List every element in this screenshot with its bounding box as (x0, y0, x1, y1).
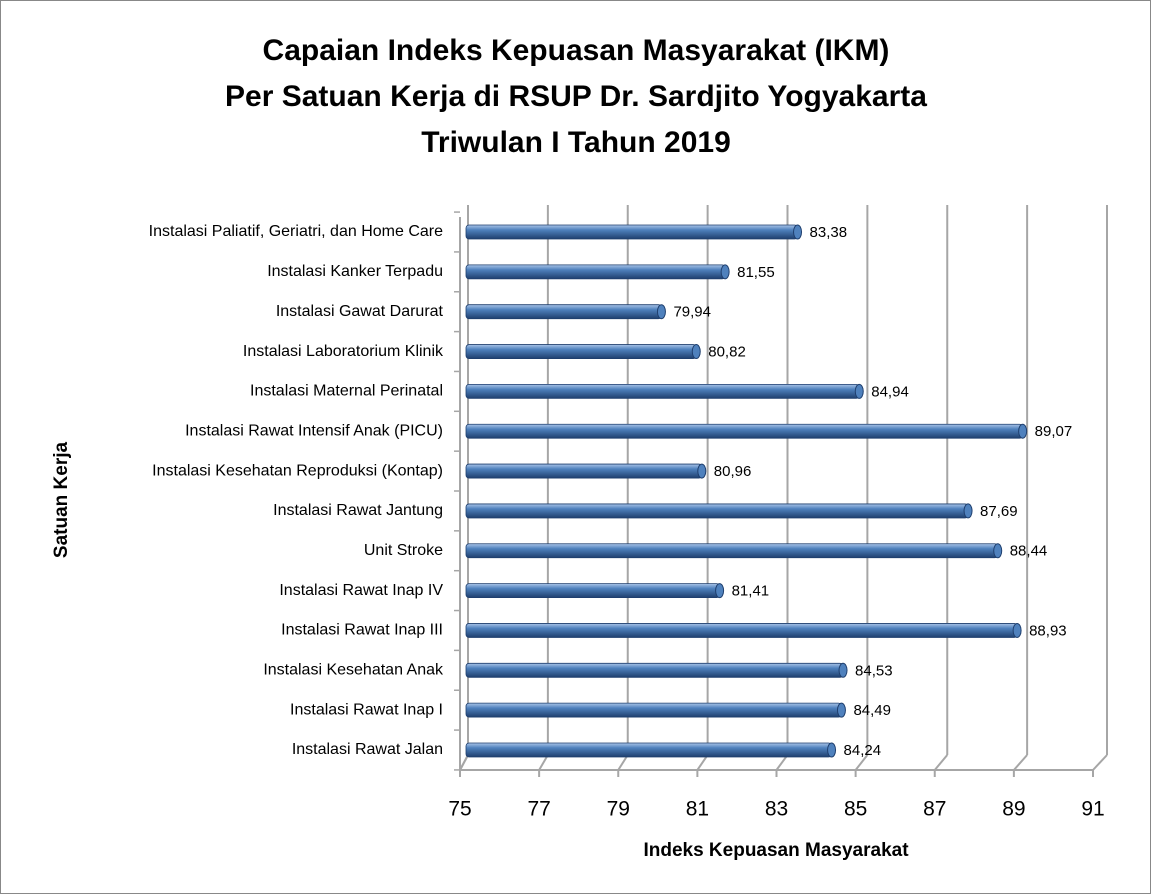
data-label: 88,93 (1029, 622, 1067, 639)
bar-cap (697, 463, 707, 479)
y-tick-label: Instalasi Maternal Perinatal (250, 383, 443, 400)
y-tick-label: Instalasi Rawat Inap I (290, 701, 443, 718)
bar-cap (854, 383, 864, 399)
bar-cap (691, 344, 701, 360)
grid-line (854, 754, 869, 771)
chart-title: Triwulan I Tahun 2019 (421, 126, 731, 159)
y-tick-label: Instalasi Kesehatan Anak (263, 662, 444, 679)
bar (465, 583, 720, 599)
bar (465, 543, 999, 559)
data-label: 84,53 (855, 662, 893, 679)
y-tick-label: Instalasi Rawat Jalan (292, 741, 443, 758)
bar-cap (720, 264, 730, 280)
grid-line (933, 754, 949, 771)
y-tick-label: Instalasi Laboratorium Klinik (243, 343, 444, 360)
bar-cap (793, 224, 803, 240)
y-tick-label: Instalasi Rawat Inap IV (279, 582, 443, 599)
bar-cap (993, 543, 1003, 559)
bar (465, 662, 844, 678)
y-tick-label: Instalasi Paliatif, Geriatri, dan Home C… (149, 223, 443, 240)
bar-cap (836, 702, 846, 718)
y-tick-label: Instalasi Gawat Darurat (276, 303, 444, 320)
grid-line (696, 754, 709, 771)
bar-cap (656, 304, 666, 320)
x-tick-label: 91 (1081, 798, 1104, 821)
y-tick-label: Instalasi Rawat Intensif Anak (PICU) (185, 422, 443, 439)
grid-line (1013, 754, 1028, 771)
bar (465, 304, 662, 320)
y-tick-label: Instalasi Kesehatan Reproduksi (Kontap) (152, 462, 443, 479)
y-axis-label: Satuan Kerja (51, 441, 72, 558)
grid-line (1092, 754, 1108, 771)
bar (465, 264, 726, 280)
bar (465, 623, 1018, 638)
data-label: 87,69 (980, 503, 1018, 520)
x-axis-label: Indeks Kepuasan Masyarakat (643, 840, 909, 861)
y-tick-label: Unit Stroke (364, 542, 443, 559)
bar (465, 383, 860, 399)
data-label: 83,38 (810, 224, 848, 241)
data-label: 80,96 (714, 463, 752, 480)
bar (465, 742, 832, 758)
chart-title: Capaian Indeks Kepuasan Masyarakat (IKM) (263, 34, 890, 67)
grid-line (459, 754, 469, 771)
x-tick-label: 85 (844, 798, 867, 821)
x-tick-label: 77 (527, 798, 550, 821)
grid-line (775, 754, 789, 771)
bar-cap (838, 662, 848, 678)
data-label: 84,49 (853, 702, 891, 719)
bar (465, 702, 842, 718)
x-tick-label: 81 (686, 798, 709, 821)
data-label: 84,24 (844, 742, 882, 759)
bar-cap (1018, 423, 1028, 439)
bar (465, 344, 697, 359)
grid-line (538, 754, 549, 771)
bar (465, 224, 798, 240)
bar-cap (827, 742, 837, 758)
data-label: 81,55 (737, 264, 775, 281)
data-label: 81,41 (732, 583, 770, 600)
y-tick-label: Instalasi Rawat Inap III (281, 622, 443, 639)
grid-line (617, 754, 629, 771)
y-tick-label: Instalasi Kanker Terpadu (267, 263, 443, 280)
bar (465, 463, 703, 479)
chart-title: Per Satuan Kerja di RSUP Dr. Sardjito Yo… (225, 80, 927, 113)
bar-cap (715, 583, 725, 599)
x-tick-label: 75 (448, 798, 471, 821)
bar (465, 503, 969, 519)
bar-cap (963, 503, 973, 519)
data-label: 88,44 (1010, 543, 1048, 560)
x-tick-label: 87 (923, 798, 946, 821)
x-tick-label: 89 (1002, 798, 1025, 821)
y-tick-label: Instalasi Rawat Jantung (273, 502, 443, 519)
data-label: 89,07 (1035, 423, 1073, 440)
data-label: 79,94 (673, 304, 711, 321)
bar (465, 423, 1024, 439)
x-tick-label: 79 (607, 798, 630, 821)
x-tick-label: 83 (765, 798, 788, 821)
data-label: 84,94 (871, 383, 909, 400)
data-label: 80,82 (708, 344, 746, 361)
bar-cap (1012, 622, 1022, 638)
